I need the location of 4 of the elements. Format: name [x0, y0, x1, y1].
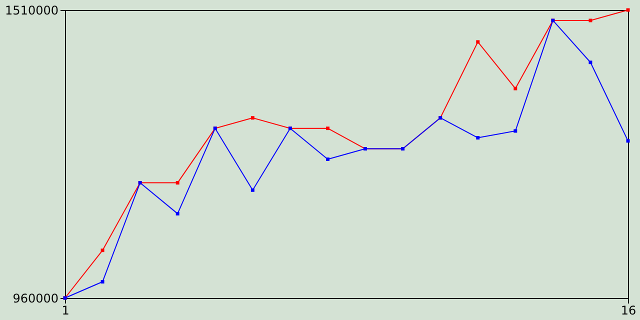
x-tick-label: 1 [62, 304, 70, 318]
y-tick-label: 960000 [12, 292, 58, 306]
x-tick-label: 16 [620, 304, 636, 318]
y-tick-label: 1510000 [5, 4, 58, 18]
